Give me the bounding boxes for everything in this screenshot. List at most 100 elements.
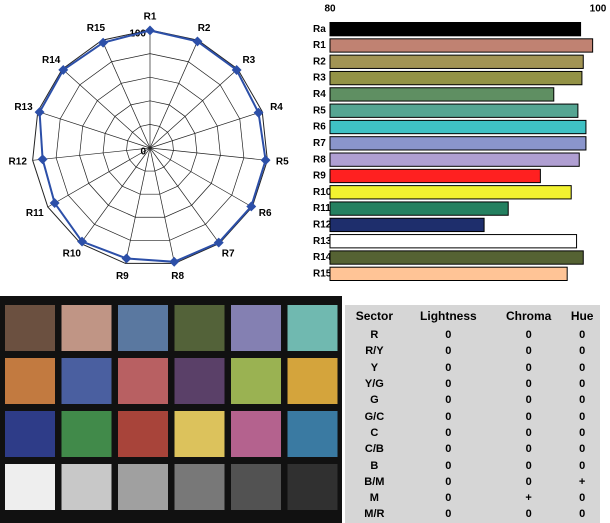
color-patch (231, 411, 281, 457)
grid-ring (126, 124, 174, 172)
color-patch (231, 305, 281, 351)
data-line (38, 29, 267, 263)
y-tick-label: R6 (313, 122, 326, 133)
table-cell: Sector (355, 309, 394, 323)
r-tick-label: 0 (140, 147, 146, 158)
marker (145, 25, 155, 36)
axis-label: R13 (14, 102, 33, 113)
table-cell: C (370, 426, 379, 439)
y-tick-label: R15 (313, 268, 332, 279)
table-cell: R (370, 329, 379, 342)
color-patch (118, 305, 168, 351)
grid-ring (55, 53, 245, 241)
table-cell: R/Y (365, 345, 384, 358)
bar (329, 168, 541, 184)
y-tick-label: R4 (313, 89, 326, 100)
axis-label: R9 (116, 271, 129, 282)
y-tick-label: R3 (313, 73, 326, 84)
axis-label: R3 (242, 55, 255, 66)
table-cell: 0 (525, 426, 532, 439)
table-cell: 0 (579, 443, 586, 456)
table-cell: 0 (445, 329, 452, 342)
y-tick-label: R5 (313, 105, 326, 116)
table-row: M/R 0 0 0 (345, 506, 600, 522)
sector-table: Sector Lightness Chroma Hue R 0 0 0 R/Y 0 0 0 Y 0 0 0 Y/… (345, 305, 600, 523)
table-cell: 0 (579, 492, 586, 505)
color-patch (118, 358, 168, 404)
y-tick-label: R7 (313, 138, 326, 149)
marker (231, 65, 242, 75)
y-tick-label: R9 (313, 171, 326, 182)
table-row: Y 0 0 0 (345, 360, 600, 376)
spoke (149, 147, 253, 208)
table-cell: B (370, 459, 379, 472)
marker (58, 64, 69, 75)
y-tick-label: R12 (313, 220, 332, 231)
table-cell: + (578, 475, 586, 488)
spoke (149, 40, 199, 149)
axis-label: R8 (171, 271, 184, 282)
color-patch (231, 358, 281, 404)
table-cell: 0 (579, 508, 586, 521)
table-row: R/Y 0 0 0 (345, 343, 600, 359)
checker-frame (0, 296, 342, 523)
table-cell: 0 (579, 426, 586, 439)
table-cell: 0 (525, 361, 532, 374)
table: Sector Lightness Chroma Hue R 0 0 0 R/Y 0 0 0 Y 0 0 0 Y/… (345, 305, 600, 523)
table-row: C 0 0 0 (345, 425, 600, 441)
bar (329, 217, 485, 233)
color-patch (61, 464, 112, 510)
table-row: Y/G 0 0 0 (345, 376, 600, 392)
bar (329, 152, 580, 167)
marker (192, 36, 203, 47)
table-cell: 0 (525, 443, 532, 456)
bar (329, 201, 509, 216)
table-row: Sector Lightness Chroma Hue (345, 305, 600, 327)
color-patch (5, 305, 55, 351)
color-patch (61, 305, 112, 351)
axis-label: R12 (9, 156, 28, 167)
axis-label: R7 (222, 249, 235, 260)
bar (329, 266, 568, 281)
grid-ring (79, 76, 221, 218)
table-row: B/M 0 0 + (345, 474, 600, 490)
table-row: R 0 0 0 (345, 327, 600, 343)
marker (37, 154, 48, 165)
marker (253, 107, 264, 118)
color-patch (61, 411, 112, 457)
table-cell: 0 (525, 345, 532, 358)
grid-ring (32, 29, 268, 264)
color-patch (174, 358, 225, 404)
spoke (37, 111, 151, 149)
spoke (149, 147, 220, 244)
spoke (62, 68, 151, 149)
table-cell: G/C (364, 410, 385, 423)
spoke (80, 147, 151, 244)
color-patch (174, 305, 225, 351)
axis-label: R6 (259, 208, 272, 219)
table-cell: 0 (525, 475, 532, 488)
table-cell: 0 (525, 508, 532, 521)
table-cell: 0 (445, 345, 452, 358)
spoke (149, 68, 238, 149)
bar (329, 234, 578, 249)
spoke (149, 147, 175, 264)
y-tick-label: R10 (313, 187, 332, 198)
color-patch (118, 411, 168, 457)
color-patch (5, 411, 55, 457)
table-cell: B/M (364, 475, 385, 488)
table-cell: 0 (525, 410, 532, 423)
y-tick-label: R13 (313, 236, 332, 247)
color-patch (231, 464, 281, 510)
table-cell: Chroma (505, 309, 552, 323)
spoke (32, 147, 151, 161)
table-cell: C/B (364, 443, 384, 456)
axis-label: R10 (63, 249, 82, 260)
table-cell: 0 (445, 394, 452, 407)
table-cell: 0 (445, 361, 452, 374)
axis-label: R1 (144, 12, 157, 23)
bar (329, 185, 572, 200)
table-cell: Hue (570, 309, 594, 323)
bar (329, 87, 555, 102)
